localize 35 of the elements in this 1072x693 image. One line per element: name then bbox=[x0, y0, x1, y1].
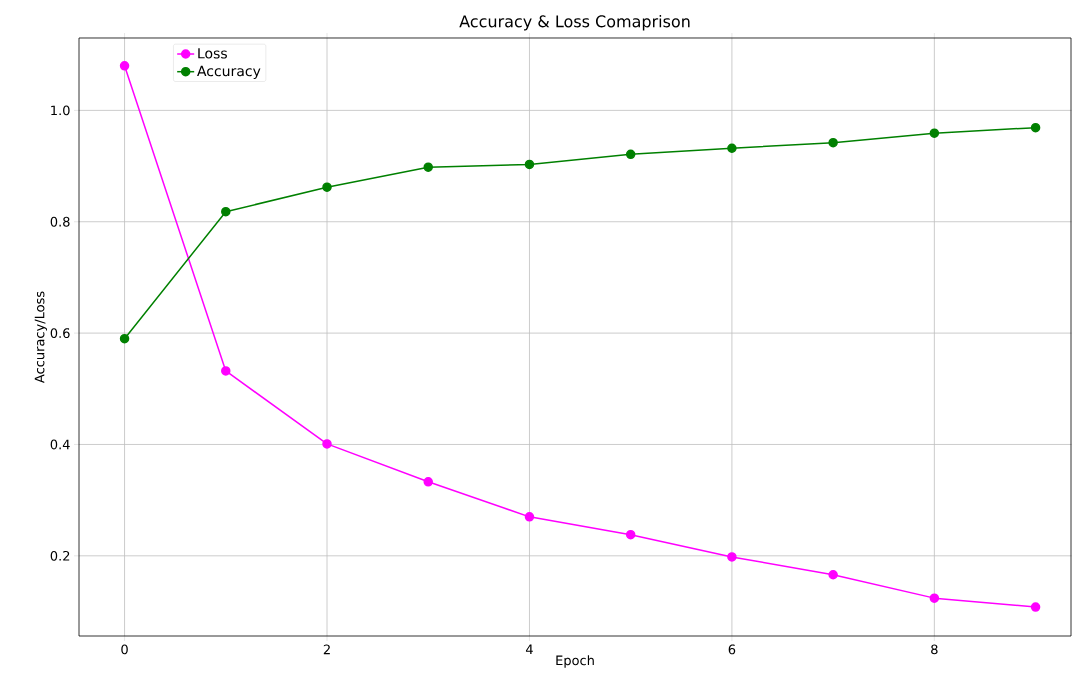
point bbox=[929, 593, 940, 603]
x-tick-label: 2 bbox=[323, 644, 330, 655]
point bbox=[524, 512, 535, 522]
point bbox=[423, 477, 433, 487]
x-tick-label: 0 bbox=[121, 644, 128, 655]
y-tick-label: 0.6 bbox=[50, 328, 70, 339]
point bbox=[828, 137, 838, 148]
y-axis-title: Accuracy/Loss bbox=[34, 291, 47, 384]
point bbox=[423, 162, 433, 172]
point bbox=[828, 570, 838, 580]
point bbox=[1030, 602, 1041, 612]
legend-label: Accuracy bbox=[197, 65, 261, 79]
point bbox=[727, 552, 737, 562]
y-tick-label: 0.8 bbox=[50, 216, 70, 227]
point bbox=[322, 182, 332, 192]
point bbox=[727, 143, 737, 153]
x-tick-label: 6 bbox=[728, 644, 736, 655]
y-tick-label: 0.4 bbox=[50, 439, 70, 450]
x-axis-title: Epoch bbox=[556, 655, 594, 668]
point bbox=[625, 149, 636, 160]
point bbox=[524, 159, 535, 170]
point bbox=[1030, 122, 1041, 133]
point bbox=[625, 529, 636, 540]
chart-title: Accuracy & Loss Comaprison bbox=[459, 15, 690, 31]
point bbox=[221, 366, 231, 376]
point bbox=[119, 61, 130, 71]
point bbox=[221, 206, 231, 217]
legend-label: Loss bbox=[198, 48, 227, 59]
x-tick-label: 4 bbox=[525, 644, 533, 654]
point bbox=[322, 439, 332, 449]
point bbox=[119, 333, 130, 344]
point bbox=[929, 128, 940, 138]
y-tick-label: 0.2 bbox=[50, 550, 70, 561]
x-tick-label: 8 bbox=[931, 644, 938, 655]
y-tick-label: 1.0 bbox=[51, 105, 70, 116]
